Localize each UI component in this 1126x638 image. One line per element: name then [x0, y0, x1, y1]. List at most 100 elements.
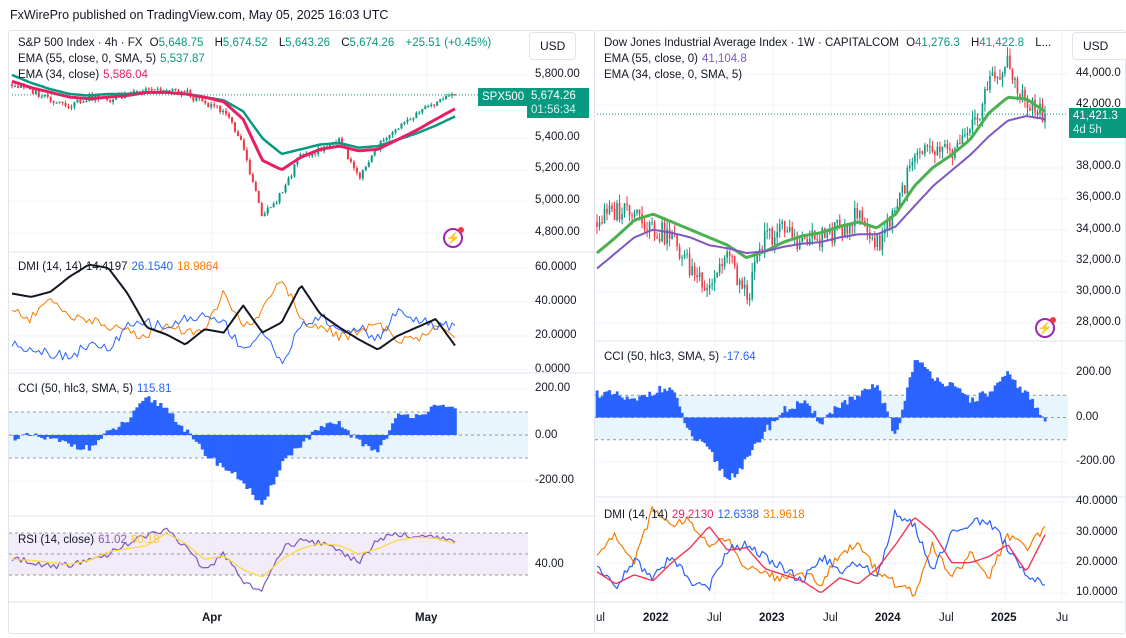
cci-bar: [298, 435, 303, 448]
cci-bar: [690, 417, 694, 437]
cci-bar: [328, 422, 332, 435]
candle: [106, 97, 109, 101]
candle: [150, 89, 153, 91]
candle: [723, 257, 726, 267]
cci-bar: [710, 417, 714, 452]
candle: [623, 203, 626, 215]
cci-bar: [898, 417, 902, 424]
cci-bar: [385, 435, 389, 439]
candle: [293, 164, 296, 177]
cci-bar: [93, 435, 98, 446]
lightning-alert-icon[interactable]: ⚡: [443, 227, 464, 248]
candle: [284, 184, 287, 193]
cci-bar: [295, 435, 300, 449]
candle: [598, 222, 601, 227]
cci-bar: [903, 400, 907, 418]
left-dmi-axis-label: 20.0000: [535, 329, 577, 341]
cci-bar: [138, 403, 142, 435]
cci-bar: [886, 411, 889, 418]
candle: [603, 208, 606, 224]
cci-bar: [858, 396, 862, 418]
cci-bar: [200, 435, 205, 450]
candle: [1016, 78, 1019, 94]
candle: [681, 257, 683, 259]
candle: [656, 236, 658, 239]
right-ema34-legend[interactable]: EMA (34, close, 0, SMA, 5): [604, 69, 743, 81]
cci-bar: [986, 396, 989, 418]
candle: [721, 263, 723, 267]
cci-bar: [402, 414, 407, 435]
candle: [999, 77, 1001, 80]
cci-bar: [22, 434, 26, 435]
candle: [773, 237, 776, 245]
cci-bar: [916, 360, 919, 418]
candle: [272, 203, 275, 208]
left-dmi-axis-label: 40.0000: [535, 295, 577, 307]
cci-bar: [129, 417, 133, 435]
candle: [646, 229, 648, 231]
cci-bar: [379, 435, 383, 446]
lightning-alert-icon[interactable]: ⚡: [1035, 317, 1056, 338]
candle: [818, 239, 821, 248]
candle: [876, 235, 879, 247]
cci-bar: [645, 397, 649, 418]
right-currency-button[interactable]: USD: [1072, 32, 1126, 60]
candle: [156, 88, 159, 90]
cci-bar: [405, 414, 410, 435]
candle: [728, 251, 731, 256]
cci-bar: [1018, 386, 1022, 418]
cci-bar: [663, 388, 667, 418]
left-cci-legend: CCI (50, hlc3, SMA, 5) 115.81: [18, 383, 172, 395]
left-ema34-legend[interactable]: EMA (34, close) 5,586.04: [18, 69, 148, 81]
left-price-label: 5,000.00: [535, 194, 580, 206]
cci-bar: [182, 431, 187, 435]
left-ema55-legend[interactable]: EMA (55, close, 0, SMA, 5) 5,537.87: [18, 53, 205, 65]
cci-bar: [367, 435, 371, 447]
cci-bar: [215, 435, 219, 466]
cci-bar: [723, 417, 727, 478]
cci-bar: [361, 435, 365, 447]
cci-bar: [117, 426, 121, 435]
cci-bar: [1003, 375, 1007, 418]
cci-bar: [34, 433, 38, 435]
cci-bar: [876, 385, 879, 418]
candle: [924, 145, 926, 154]
cci-bar: [708, 417, 712, 450]
cci-bar: [126, 422, 130, 435]
cci-bar: [209, 435, 214, 459]
candle: [668, 228, 671, 240]
cci-bar: [438, 405, 442, 435]
candle: [801, 236, 804, 242]
candle: [64, 103, 67, 106]
cci-bar: [808, 405, 812, 418]
left-dmi-axis-label: 60.0000: [535, 261, 577, 273]
cci-bar: [1043, 417, 1047, 422]
candle: [162, 90, 165, 92]
cci-bar: [778, 415, 782, 418]
cci-bar: [948, 382, 952, 418]
candle: [771, 228, 773, 245]
cci-bar: [391, 423, 395, 435]
cci-bar: [953, 386, 957, 418]
candle: [1014, 78, 1016, 81]
candle: [698, 272, 701, 278]
candle: [768, 228, 771, 231]
cci-bar: [69, 435, 74, 447]
cci-bar: [790, 408, 794, 418]
cci-bar: [911, 371, 914, 418]
left-currency-button[interactable]: USD: [529, 32, 577, 60]
candle: [931, 146, 934, 152]
candle: [46, 94, 49, 97]
right-ema55-legend[interactable]: EMA (55, close, 0) 41,104.8: [604, 53, 747, 65]
cci-bar: [753, 417, 757, 444]
candle: [746, 284, 748, 300]
cci-bar: [417, 415, 422, 435]
right-dmi-axis-label: 10.0000: [1076, 586, 1118, 598]
right-time-label: 2024: [875, 612, 901, 624]
candle: [678, 246, 681, 259]
cci-bar: [878, 390, 882, 418]
left-price-label: 5,200.00: [535, 162, 580, 174]
cci-bar: [983, 393, 987, 418]
candle: [984, 89, 986, 105]
